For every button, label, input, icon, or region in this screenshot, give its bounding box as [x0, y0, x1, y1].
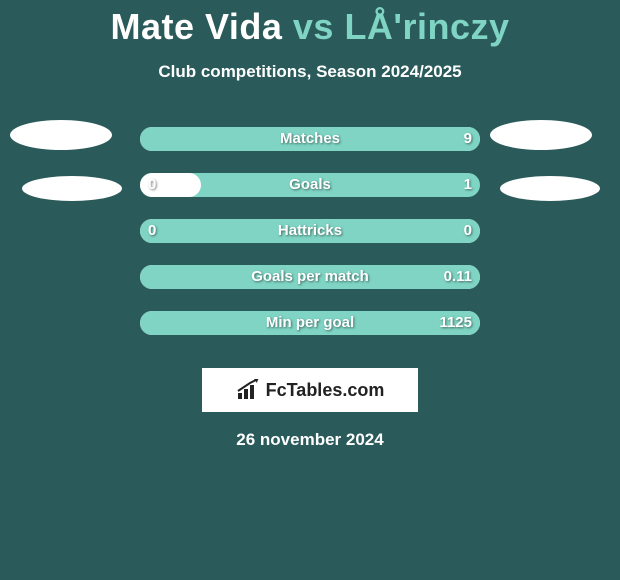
stat-bar: Hattricks0 0: [140, 219, 480, 243]
player2-value: 0.11: [444, 265, 472, 289]
player2-name: LÅ'rinczy: [344, 6, 509, 47]
stat-label: Goals per match: [140, 265, 480, 289]
stat-bar: Min per goal1125: [140, 311, 480, 335]
ellipse-player1-matches: [10, 120, 112, 150]
ellipse-player2-matches: [490, 120, 592, 150]
date-text: 26 november 2024: [0, 430, 620, 450]
ellipse-player2-goals: [500, 176, 600, 201]
logo-text: FcTables.com: [266, 380, 385, 401]
player2-value: 0: [464, 219, 472, 243]
player1-name: Mate Vida: [110, 6, 282, 47]
player2-value: 9: [464, 127, 472, 151]
vs-text: vs: [293, 6, 334, 47]
stat-label: Min per goal: [140, 311, 480, 335]
player1-value: 0: [148, 219, 156, 243]
stat-label: Hattricks: [140, 219, 480, 243]
stat-row: Hattricks0 0: [0, 212, 620, 258]
player1-value: 0: [148, 173, 156, 197]
comparison-title: Mate Vida vs LÅ'rinczy: [0, 0, 620, 48]
chart-icon: [236, 379, 262, 401]
player2-value: 1125: [439, 311, 472, 335]
stats-container: Matches9Goals01Hattricks00Goals per matc…: [0, 120, 620, 350]
stat-label: Goals: [140, 173, 480, 197]
stat-bar: Goals0 1: [140, 173, 480, 197]
stat-label: Matches: [140, 127, 480, 151]
stat-bar: Matches9: [140, 127, 480, 151]
subtitle: Club competitions, Season 2024/2025: [0, 62, 620, 82]
stat-row: Goals per match0.11: [0, 258, 620, 304]
ellipse-player1-goals: [22, 176, 122, 201]
stat-row: Min per goal1125: [0, 304, 620, 350]
player2-value: 1: [464, 173, 472, 197]
stat-bar: Goals per match0.11: [140, 265, 480, 289]
fctables-logo: FcTables.com: [202, 368, 418, 412]
